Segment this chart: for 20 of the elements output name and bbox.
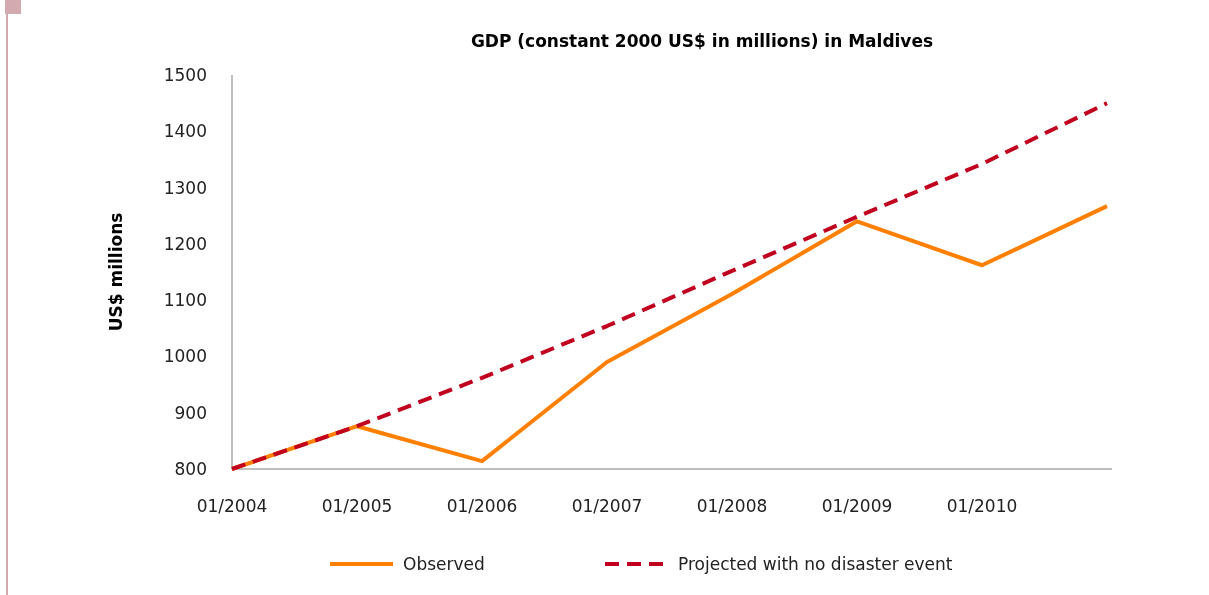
x-tick-label: 01/2010 <box>946 496 1018 516</box>
x-tick-label: 01/2008 <box>696 496 768 516</box>
chart-title: GDP (constant 2000 US$ in millions) in Maldives <box>470 31 934 51</box>
y-axis-title: US$ millions <box>106 212 126 332</box>
y-tick-label: 1200 <box>163 233 207 254</box>
y-tick-label: 1100 <box>163 290 207 311</box>
legend-label: Projected with no disaster event <box>678 554 953 574</box>
y-tick-label: 1000 <box>163 346 207 367</box>
x-tick-label: 01/2006 <box>446 496 518 516</box>
legend-label: Observed <box>403 554 485 574</box>
y-tick-label: 1300 <box>163 177 207 198</box>
y-tick-label: 900 <box>174 402 207 423</box>
y-tick-label: 1400 <box>163 121 207 142</box>
y-tick-label: 800 <box>174 459 207 479</box>
x-tick-label: 01/2009 <box>821 496 893 516</box>
line-series <box>230 101 1109 471</box>
x-tick-label: 01/2005 <box>321 496 393 516</box>
x-tick-label: 01/2007 <box>571 496 643 516</box>
y-tick-label: 1500 <box>163 65 207 85</box>
x-tick-label: 01/2004 <box>196 496 268 516</box>
